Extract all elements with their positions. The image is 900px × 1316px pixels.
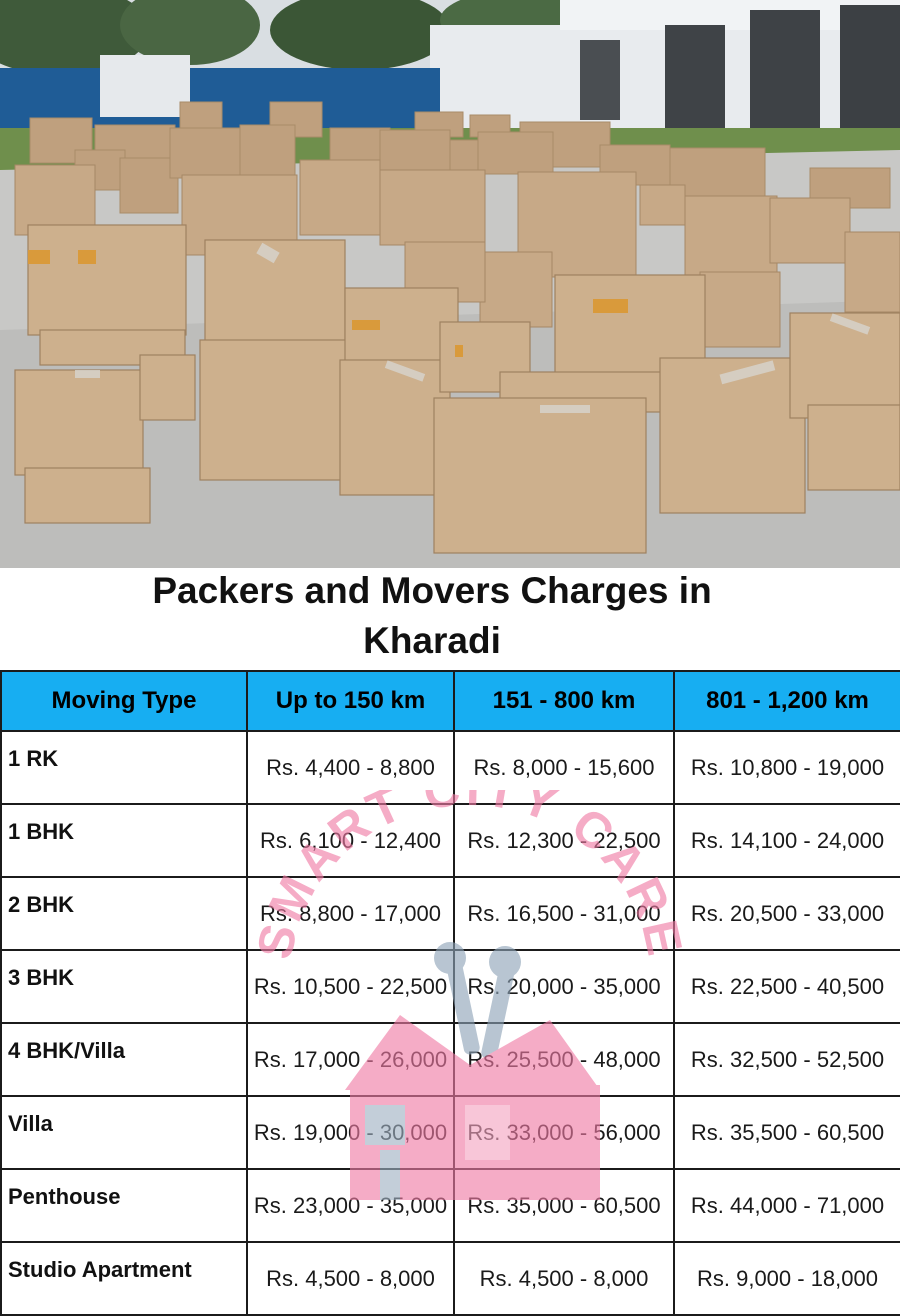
rate-150-cell: Rs. 19,000 - 30,000	[246, 1095, 455, 1170]
table-row: Studio Apartment Rs. 4,500 - 8,000 Rs. 4…	[0, 1241, 900, 1316]
rate-150-cell: Rs. 23,000 - 35,000	[246, 1168, 455, 1243]
table-row: Villa Rs. 19,000 - 30,000 Rs. 33,000 - 5…	[0, 1095, 900, 1170]
rate-1200-cell: Rs. 10,800 - 19,000	[673, 730, 900, 805]
rate-150-cell: Rs. 4,400 - 8,800	[246, 730, 455, 805]
cardboard-boxes-illustration	[0, 0, 900, 568]
table-row: Penthouse Rs. 23,000 - 35,000 Rs. 35,000…	[0, 1168, 900, 1243]
table-row: 1 RK Rs. 4,400 - 8,800 Rs. 8,000 - 15,60…	[0, 730, 900, 805]
rate-800-cell: Rs. 4,500 - 8,000	[453, 1241, 675, 1316]
rate-1200-cell: Rs. 22,500 - 40,500	[673, 949, 900, 1024]
rate-1200-cell: Rs. 35,500 - 60,500	[673, 1095, 900, 1170]
rate-1200-cell: Rs. 9,000 - 18,000	[673, 1241, 900, 1316]
rate-800-cell: Rs. 25,500 - 48,000	[453, 1022, 675, 1097]
hero-photo	[0, 0, 900, 568]
header-801-1200-km: 801 - 1,200 km	[673, 670, 900, 732]
rate-150-cell: Rs. 6,100 - 12,400	[246, 803, 455, 878]
rate-800-cell: Rs. 35,000 - 60,500	[453, 1168, 675, 1243]
rate-800-cell: Rs. 16,500 - 31,000	[453, 876, 675, 951]
moving-type-cell: 3 BHK	[0, 949, 248, 1024]
page-title-line-2: Kharadi	[363, 620, 501, 661]
rate-150-cell: Rs. 10,500 - 22,500	[246, 949, 455, 1024]
rate-150-cell: Rs. 4,500 - 8,000	[246, 1241, 455, 1316]
rate-1200-cell: Rs. 20,500 - 33,000	[673, 876, 900, 951]
moving-type-cell: Penthouse	[0, 1168, 248, 1243]
rate-1200-cell: Rs. 44,000 - 71,000	[673, 1168, 900, 1243]
rate-800-cell: Rs. 8,000 - 15,600	[453, 730, 675, 805]
moving-type-cell: 1 RK	[0, 730, 248, 805]
header-moving-type: Moving Type	[0, 670, 248, 732]
moving-type-cell: 4 BHK/Villa	[0, 1022, 248, 1097]
rate-1200-cell: Rs. 32,500 - 52,500	[673, 1022, 900, 1097]
page-title: Packers and Movers Charges in Kharadi	[0, 566, 900, 666]
table-row: 2 BHK Rs. 8,800 - 17,000 Rs. 16,500 - 31…	[0, 876, 900, 951]
rate-1200-cell: Rs. 14,100 - 24,000	[673, 803, 900, 878]
moving-type-cell: 1 BHK	[0, 803, 248, 878]
charges-table-container: Moving Type Up to 150 km 151 - 800 km 80…	[0, 670, 900, 1316]
rate-150-cell: Rs. 17,000 - 26,000	[246, 1022, 455, 1097]
moving-type-cell: Studio Apartment	[0, 1241, 248, 1316]
rate-800-cell: Rs. 12,300 - 22,500	[453, 803, 675, 878]
table-row: 4 BHK/Villa Rs. 17,000 - 26,000 Rs. 25,5…	[0, 1022, 900, 1097]
header-151-800-km: 151 - 800 km	[453, 670, 675, 732]
rate-150-cell: Rs. 8,800 - 17,000	[246, 876, 455, 951]
table-row: 1 BHK Rs. 6,100 - 12,400 Rs. 12,300 - 22…	[0, 803, 900, 878]
rate-800-cell: Rs. 20,000 - 35,000	[453, 949, 675, 1024]
table-header-row: Moving Type Up to 150 km 151 - 800 km 80…	[0, 670, 900, 732]
moving-type-cell: 2 BHK	[0, 876, 248, 951]
charges-table: Moving Type Up to 150 km 151 - 800 km 80…	[0, 670, 900, 1316]
page-title-line-1: Packers and Movers Charges in	[152, 570, 712, 611]
table-row: 3 BHK Rs. 10,500 - 22,500 Rs. 20,000 - 3…	[0, 949, 900, 1024]
moving-type-cell: Villa	[0, 1095, 248, 1170]
header-up-to-150-km: Up to 150 km	[246, 670, 455, 732]
rate-800-cell: Rs. 33,000 - 56,000	[453, 1095, 675, 1170]
